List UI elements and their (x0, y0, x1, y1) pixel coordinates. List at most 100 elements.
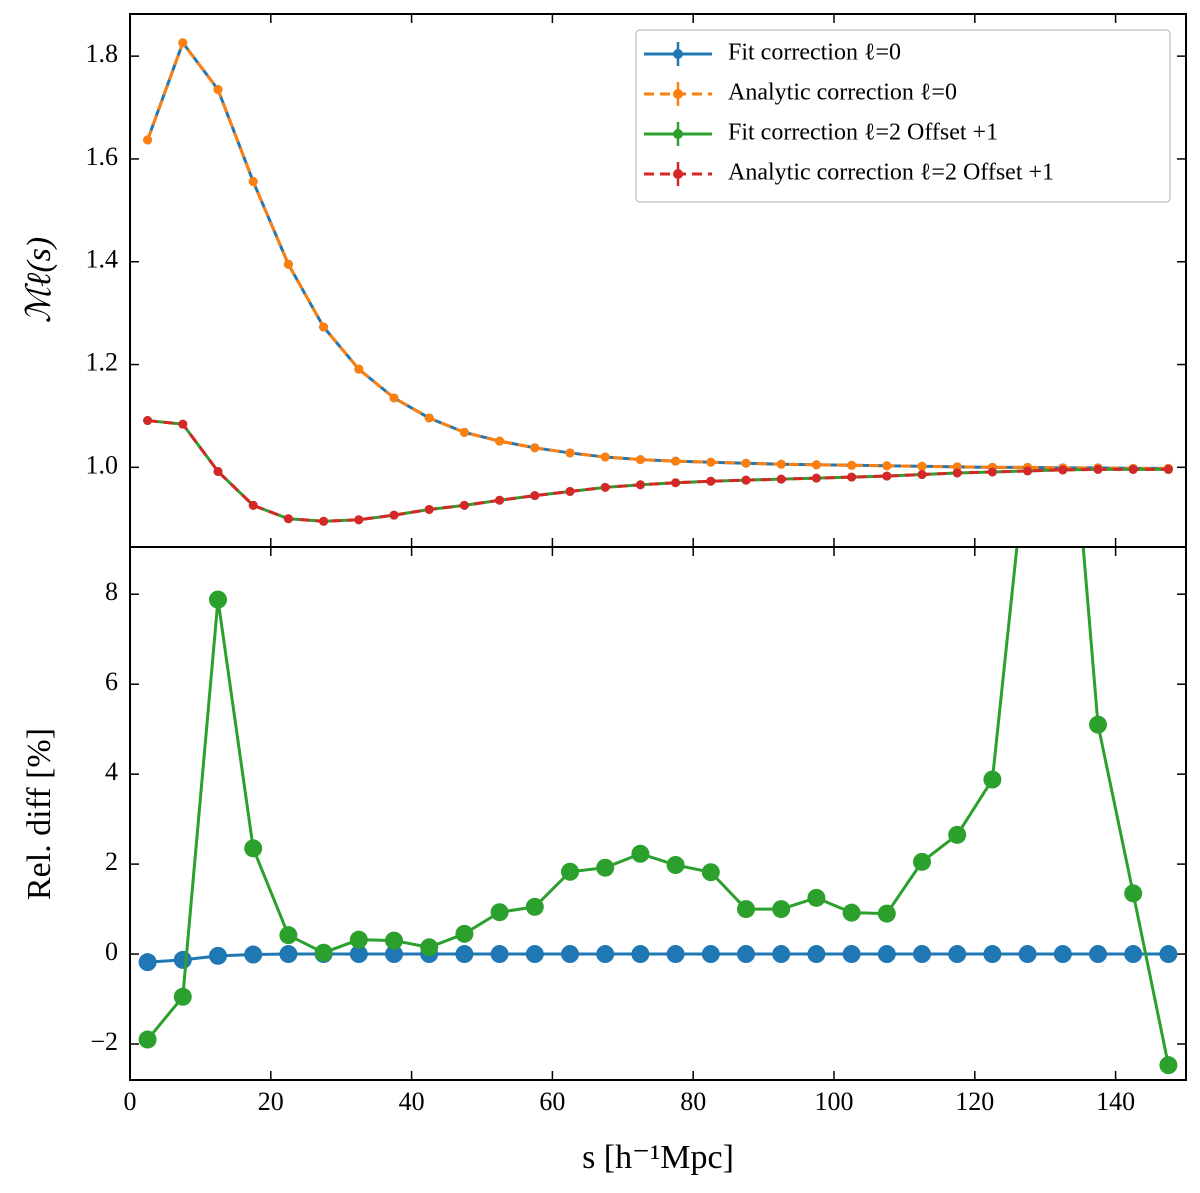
data-point (319, 516, 329, 526)
y-tick-label: 1.2 (86, 348, 119, 377)
data-point (283, 259, 293, 269)
data-point (173, 950, 192, 969)
data-point (1089, 945, 1107, 964)
plot-area (143, 38, 1173, 526)
data-point (741, 458, 751, 468)
data-point (952, 462, 962, 472)
data-point (319, 322, 329, 332)
legend-marker (673, 129, 683, 139)
data-point (631, 844, 650, 863)
legend-marker (673, 49, 683, 59)
legend-label: Analytic correction ℓ=2 Offset +1 (728, 160, 1054, 186)
legend-label: Fit correction ℓ=0 (728, 40, 901, 66)
data-point (948, 825, 967, 844)
data-point (600, 452, 610, 462)
data-point (706, 476, 716, 486)
legend-label: Fit correction ℓ=2 Offset +1 (728, 120, 998, 146)
x-tick-label: 80 (680, 1087, 706, 1116)
data-point (349, 930, 368, 949)
data-point (807, 888, 826, 907)
data-point (495, 495, 505, 505)
data-point (354, 364, 364, 374)
data-point (811, 473, 821, 483)
data-point (561, 862, 579, 881)
data-point (389, 393, 399, 403)
data-point (138, 1030, 157, 1049)
data-point (842, 945, 861, 964)
y-tick-label: 1.0 (86, 450, 119, 479)
data-point (671, 456, 681, 466)
data-point (424, 413, 434, 423)
legend-label: Analytic correction ℓ=0 (728, 80, 957, 106)
series-line (147, 952, 1169, 964)
series-line (147, 419, 1169, 523)
legend-marker (673, 169, 683, 179)
data-point (842, 903, 861, 922)
data-point (666, 945, 685, 964)
data-point (525, 897, 544, 916)
data-point (178, 419, 188, 429)
x-tick-label: 120 (955, 1087, 994, 1116)
data-point (882, 461, 892, 471)
data-point (1159, 945, 1178, 964)
data-point (209, 590, 227, 609)
data-point (279, 945, 298, 964)
data-point (213, 85, 223, 95)
data-point (283, 514, 293, 524)
data-point (248, 177, 258, 187)
data-point (882, 471, 892, 481)
legend-marker (673, 89, 683, 99)
y-tick-label: 4 (105, 757, 118, 786)
y-tick-label: 6 (105, 667, 118, 696)
data-point (1089, 715, 1107, 734)
data-point (495, 436, 505, 446)
y-tick-label: 1.8 (86, 39, 119, 68)
data-point (354, 515, 364, 525)
data-point (772, 945, 791, 964)
data-point (952, 468, 962, 478)
data-point (631, 945, 650, 964)
data-point (737, 945, 755, 964)
y-axis-label: ℳℓ(s) (21, 237, 58, 323)
x-tick-label: 60 (539, 1087, 565, 1116)
data-point (138, 953, 157, 972)
x-tick-label: 0 (124, 1087, 137, 1116)
data-point (143, 135, 153, 145)
data-point (173, 987, 192, 1006)
data-point (600, 482, 610, 492)
data-point (455, 924, 474, 943)
data-point (847, 472, 857, 482)
data-point (671, 478, 681, 488)
data-point (1128, 464, 1138, 474)
x-tick-label: 40 (399, 1087, 425, 1116)
data-point (490, 945, 509, 964)
data-point (913, 852, 931, 871)
legend-box (635, 29, 1171, 203)
data-point (701, 863, 720, 882)
data-point (811, 460, 821, 470)
data-point (143, 416, 153, 426)
data-point (279, 926, 298, 945)
data-point (1018, 945, 1037, 964)
data-point (772, 900, 791, 919)
data-point (213, 466, 223, 476)
data-point (1124, 945, 1143, 964)
data-point (1159, 1056, 1178, 1075)
y-tick-label: 1.4 (86, 245, 119, 274)
data-point (424, 504, 434, 514)
data-point (596, 945, 615, 964)
x-tick-label: 20 (258, 1087, 284, 1116)
series-line (146, 39, 1169, 470)
data-point (385, 945, 403, 964)
plot-frame (129, 546, 1187, 1081)
data-point (635, 455, 645, 465)
data-point (877, 904, 896, 923)
data-point (737, 900, 755, 919)
x-tick-label: 140 (1096, 1087, 1135, 1116)
data-point (917, 461, 927, 471)
data-point (913, 945, 931, 964)
x-tick-label: 100 (815, 1087, 854, 1116)
data-point (987, 467, 997, 477)
data-point (244, 945, 263, 964)
